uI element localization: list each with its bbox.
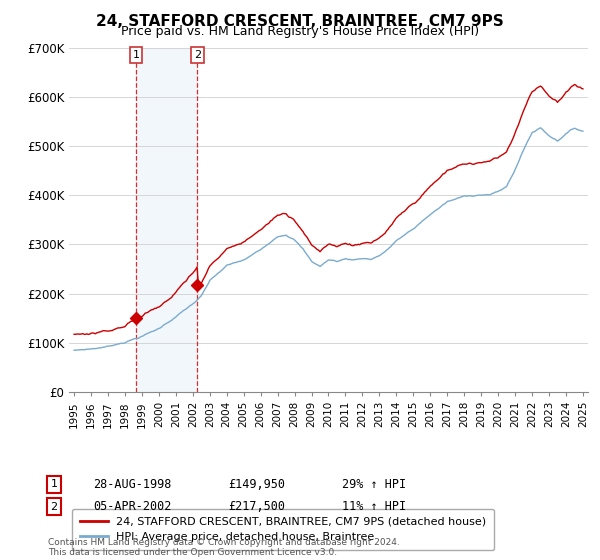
Bar — [136, 48, 197, 392]
Text: 11% ↑ HPI: 11% ↑ HPI — [342, 500, 406, 514]
Text: £149,950: £149,950 — [228, 478, 285, 491]
Text: 28-AUG-1998: 28-AUG-1998 — [93, 478, 172, 491]
Text: Contains HM Land Registry data © Crown copyright and database right 2024.
This d: Contains HM Land Registry data © Crown c… — [48, 538, 400, 557]
Text: Price paid vs. HM Land Registry's House Price Index (HPI): Price paid vs. HM Land Registry's House … — [121, 25, 479, 38]
Text: 1: 1 — [133, 50, 139, 60]
Text: 2: 2 — [50, 502, 58, 512]
Text: 24, STAFFORD CRESCENT, BRAINTREE, CM7 9PS: 24, STAFFORD CRESCENT, BRAINTREE, CM7 9P… — [96, 14, 504, 29]
Text: £217,500: £217,500 — [228, 500, 285, 514]
Text: 2: 2 — [194, 50, 201, 60]
Legend: 24, STAFFORD CRESCENT, BRAINTREE, CM7 9PS (detached house), HPI: Average price, : 24, STAFFORD CRESCENT, BRAINTREE, CM7 9P… — [72, 509, 494, 550]
Text: 29% ↑ HPI: 29% ↑ HPI — [342, 478, 406, 491]
Text: 05-APR-2002: 05-APR-2002 — [93, 500, 172, 514]
Text: 1: 1 — [50, 479, 58, 489]
